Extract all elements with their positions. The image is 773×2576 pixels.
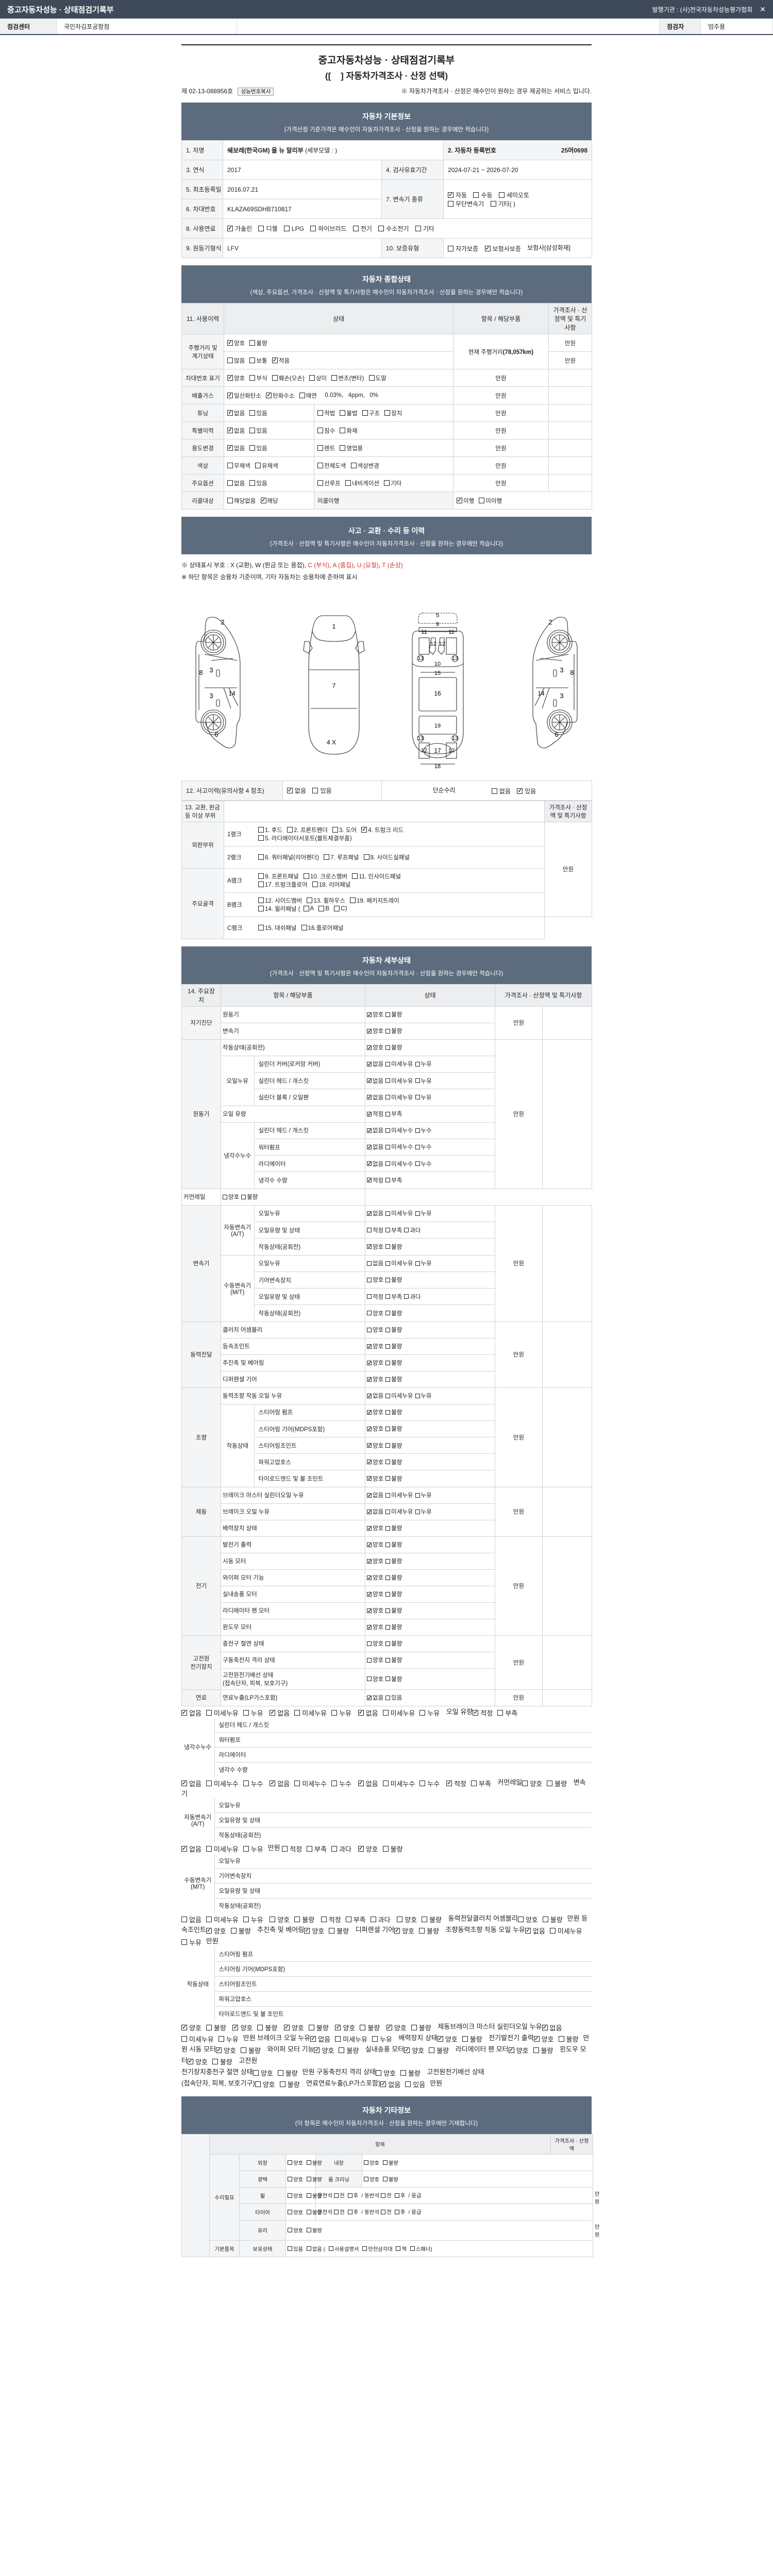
svg-text:11: 11 — [448, 629, 454, 635]
svg-text:14: 14 — [537, 690, 545, 697]
svg-text:2: 2 — [548, 618, 552, 626]
svg-text:7: 7 — [332, 682, 336, 689]
svg-text:13: 13 — [452, 656, 458, 662]
svg-text:3: 3 — [209, 692, 213, 700]
svg-text:18: 18 — [434, 764, 441, 770]
svg-text:3: 3 — [209, 666, 213, 674]
svg-text:12: 12 — [430, 641, 436, 647]
svg-text:12: 12 — [439, 641, 445, 647]
svg-text:16: 16 — [434, 690, 441, 697]
svg-text:13: 13 — [417, 736, 424, 741]
svg-text:3: 3 — [560, 666, 563, 674]
svg-text:8: 8 — [199, 669, 203, 676]
svg-text:4 X: 4 X — [327, 739, 336, 746]
svg-text:5: 5 — [436, 613, 439, 619]
svg-text:12: 12 — [421, 748, 427, 754]
svg-text:1: 1 — [332, 623, 336, 630]
svg-text:19: 19 — [434, 723, 441, 729]
svg-text:13: 13 — [417, 656, 424, 662]
svg-text:17: 17 — [434, 747, 441, 754]
svg-text:15: 15 — [434, 670, 441, 676]
svg-text:6: 6 — [554, 731, 558, 738]
svg-text:14: 14 — [228, 690, 236, 697]
svg-text:12: 12 — [448, 748, 455, 754]
svg-text:9: 9 — [436, 621, 439, 628]
svg-text:10: 10 — [434, 661, 441, 667]
svg-text:13: 13 — [452, 736, 458, 741]
svg-text:2: 2 — [221, 618, 224, 626]
svg-text:11: 11 — [421, 629, 427, 635]
svg-text:8: 8 — [570, 669, 574, 676]
svg-text:3: 3 — [560, 692, 563, 700]
svg-text:6: 6 — [214, 731, 218, 738]
